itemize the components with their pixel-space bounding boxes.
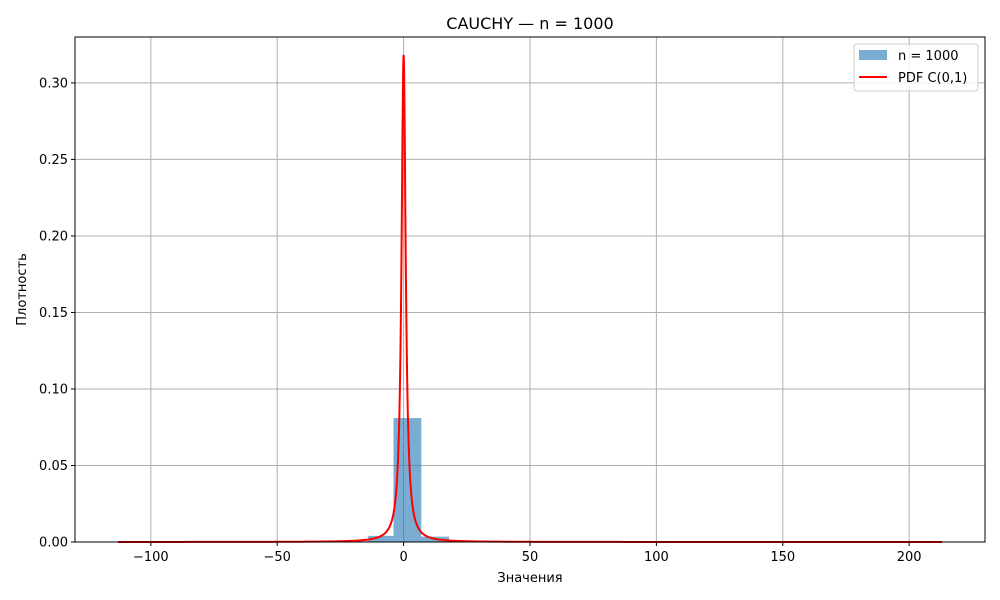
x-axis-title: Значения bbox=[497, 571, 562, 586]
y-axis-title: Плотность bbox=[15, 253, 30, 325]
y-tick-label: 0.05 bbox=[39, 459, 68, 474]
x-tick-label: 200 bbox=[897, 550, 922, 565]
histogram-bar bbox=[368, 535, 394, 542]
x-tick-label: 50 bbox=[522, 550, 539, 565]
grid-lines bbox=[75, 37, 985, 543]
x-tick-label: −100 bbox=[133, 550, 169, 565]
legend-histogram-label: n = 1000 bbox=[898, 49, 958, 64]
chart-title: CAUCHY — n = 1000 bbox=[446, 14, 613, 33]
legend: n = 1000 PDF C(0,1) bbox=[853, 43, 979, 92]
y-axis-ticks: 0.00 0.05 0.10 0.15 0.20 0.25 0.30 bbox=[39, 76, 75, 551]
x-tick-label: 0 bbox=[399, 550, 407, 565]
x-tick-label: −50 bbox=[264, 550, 291, 565]
y-tick-label: 0.10 bbox=[39, 382, 68, 397]
y-tick-label: 0.00 bbox=[39, 536, 68, 551]
y-tick-label: 0.25 bbox=[39, 153, 68, 168]
legend-pdf-label: PDF C(0,1) bbox=[898, 71, 967, 86]
x-tick-label: 150 bbox=[770, 550, 795, 565]
x-tick-label: 100 bbox=[644, 550, 669, 565]
x-axis-ticks: −100 −50 0 50 100 150 200 bbox=[133, 542, 922, 565]
y-tick-label: 0.20 bbox=[39, 229, 68, 244]
legend-histogram-swatch bbox=[859, 50, 887, 60]
y-tick-label: 0.15 bbox=[39, 306, 68, 321]
y-tick-label: 0.30 bbox=[39, 76, 68, 91]
